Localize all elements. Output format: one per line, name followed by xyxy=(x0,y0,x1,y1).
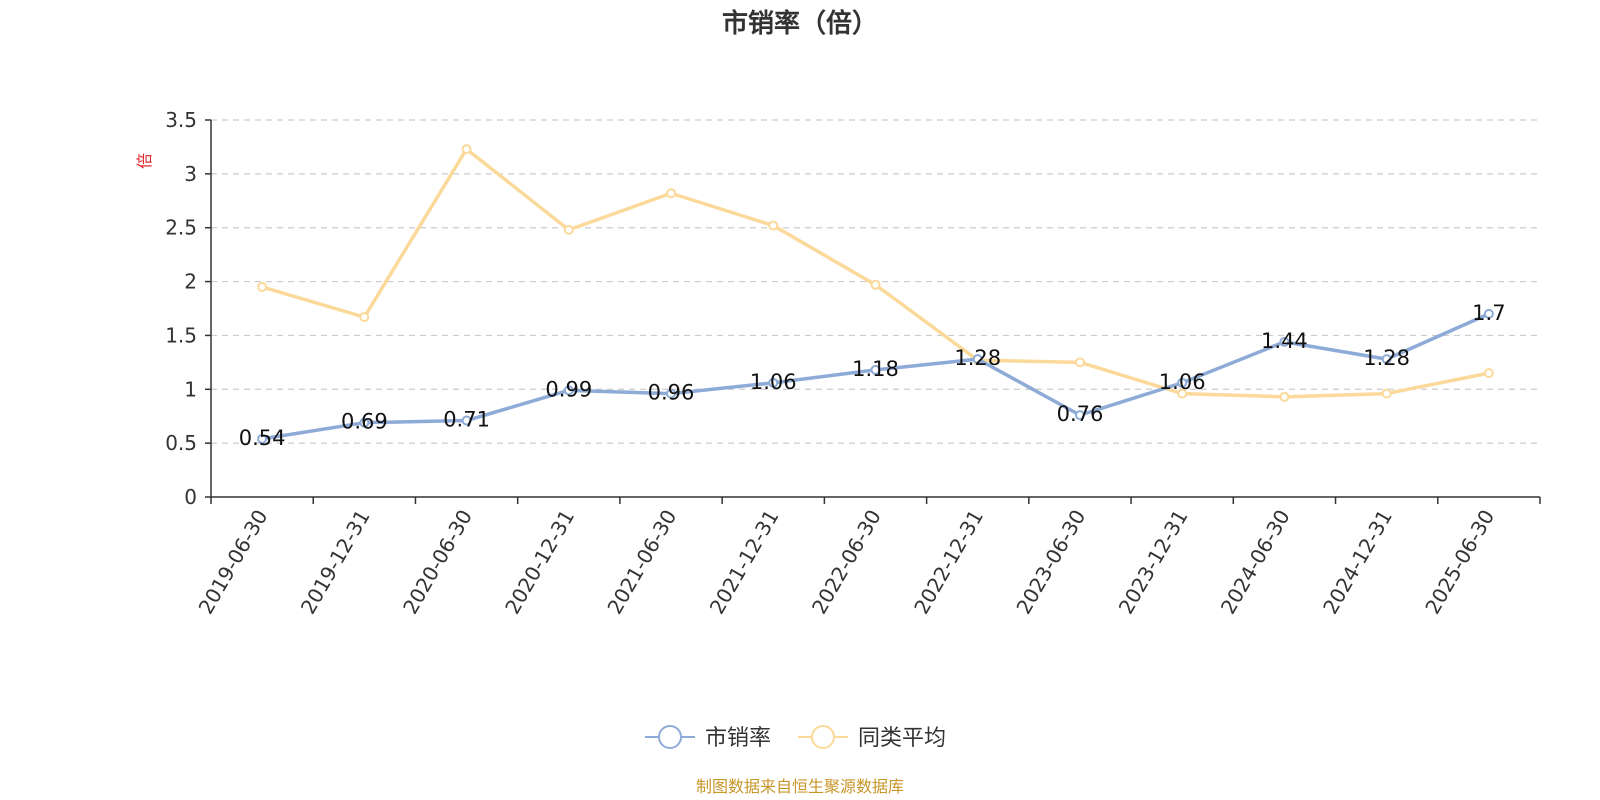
data-point xyxy=(359,417,370,428)
legend-item[interactable]: 市销率 xyxy=(645,725,771,751)
series-lines xyxy=(257,144,1494,444)
data-point xyxy=(1279,391,1290,402)
data-label: 0.69 xyxy=(341,410,388,434)
x-tick-label: 2024-12-31 xyxy=(1318,506,1397,619)
y-axis-unit: 倍 xyxy=(135,153,154,169)
x-tick-labels: 2019-06-30 2019-12-31 2020-06-30 2020-12-31… xyxy=(194,505,1500,618)
data-point xyxy=(359,312,370,323)
data-point xyxy=(768,220,779,231)
x-tick-label: 2020-06-30 xyxy=(398,505,477,618)
y-tick-label: 3 xyxy=(184,162,197,186)
data-point xyxy=(666,388,677,399)
data-label: 1.18 xyxy=(852,357,899,381)
data-point xyxy=(1074,357,1085,368)
data-labels: 0.54 0.69 0.71 0.99 0.96 1.06 1.18 1.28 0.76 1.06… xyxy=(239,301,1506,450)
y-tick-label: 2 xyxy=(184,270,197,294)
data-point xyxy=(1279,336,1290,347)
data-label: 1.06 xyxy=(1159,370,1206,394)
data-point xyxy=(1177,377,1188,388)
y-tick-labels: 0 0.5 1 1.5 2 2.5 3 3.5 xyxy=(165,108,197,509)
legend-marker-icon xyxy=(658,725,682,749)
data-point xyxy=(666,188,677,199)
data-label: 0.99 xyxy=(545,377,592,401)
data-label: 0.54 xyxy=(239,426,286,450)
y-tick-label: 1.5 xyxy=(165,323,197,347)
x-tick-label: 2025-06-30 xyxy=(1420,506,1499,619)
data-point xyxy=(972,354,983,365)
x-tick-label: 2024-06-30 xyxy=(1216,506,1295,619)
x-tick-label: 2022-06-30 xyxy=(807,506,886,619)
y-tick-label: 0.5 xyxy=(165,431,197,455)
data-label: 1.06 xyxy=(750,370,797,394)
x-tick-label: 2019-06-30 xyxy=(194,506,273,619)
data-point xyxy=(1381,354,1392,365)
data-source-note: 制图数据来自恒生聚源数据库 xyxy=(696,777,904,796)
data-label: 1.28 xyxy=(954,346,1001,370)
legend-label: 市销率 xyxy=(705,726,771,751)
data-point xyxy=(563,385,574,396)
data-point xyxy=(257,433,268,444)
data-point xyxy=(563,224,574,235)
data-point xyxy=(1074,410,1085,421)
data-point xyxy=(870,279,881,290)
data-point xyxy=(768,377,779,388)
axes xyxy=(210,120,1540,498)
grid-lines xyxy=(205,119,1541,504)
legend-label: 同类平均 xyxy=(858,726,946,751)
data-point xyxy=(1381,388,1392,399)
data-label: 0.71 xyxy=(443,408,490,432)
legend[interactable]: 市销率 同类平均 xyxy=(645,725,946,751)
data-label: 0.96 xyxy=(648,381,695,405)
x-tick-label: 2021-12-31 xyxy=(705,506,784,619)
x-tick-label: 2023-12-31 xyxy=(1114,506,1193,619)
data-point xyxy=(461,144,472,155)
y-tick-label: 0 xyxy=(184,485,197,509)
y-tick-label: 1 xyxy=(184,377,197,401)
y-tick-label: 2.5 xyxy=(165,216,197,240)
legend-marker-icon xyxy=(811,725,835,749)
data-point xyxy=(870,364,881,375)
data-label: 0.76 xyxy=(1057,402,1104,426)
x-tick-label: 2022-12-31 xyxy=(909,505,988,618)
data-label: 1.44 xyxy=(1261,329,1308,353)
chart-title: 市销率（倍） xyxy=(722,8,878,39)
data-label: 1.28 xyxy=(1363,346,1410,370)
x-tick-label: 2023-06-30 xyxy=(1011,506,1090,619)
legend-item[interactable]: 同类平均 xyxy=(798,725,946,751)
data-point xyxy=(461,415,472,426)
data-point xyxy=(257,281,268,292)
x-tick-label: 2019-12-31 xyxy=(296,506,375,619)
data-label: 1.7 xyxy=(1472,301,1505,325)
x-tick-label: 2020-12-31 xyxy=(500,506,579,619)
data-point xyxy=(1177,388,1188,399)
data-point xyxy=(1483,368,1494,379)
y-tick-label: 3.5 xyxy=(165,108,197,132)
x-tick-label: 2021-06-30 xyxy=(602,506,681,619)
data-point xyxy=(1483,308,1494,319)
